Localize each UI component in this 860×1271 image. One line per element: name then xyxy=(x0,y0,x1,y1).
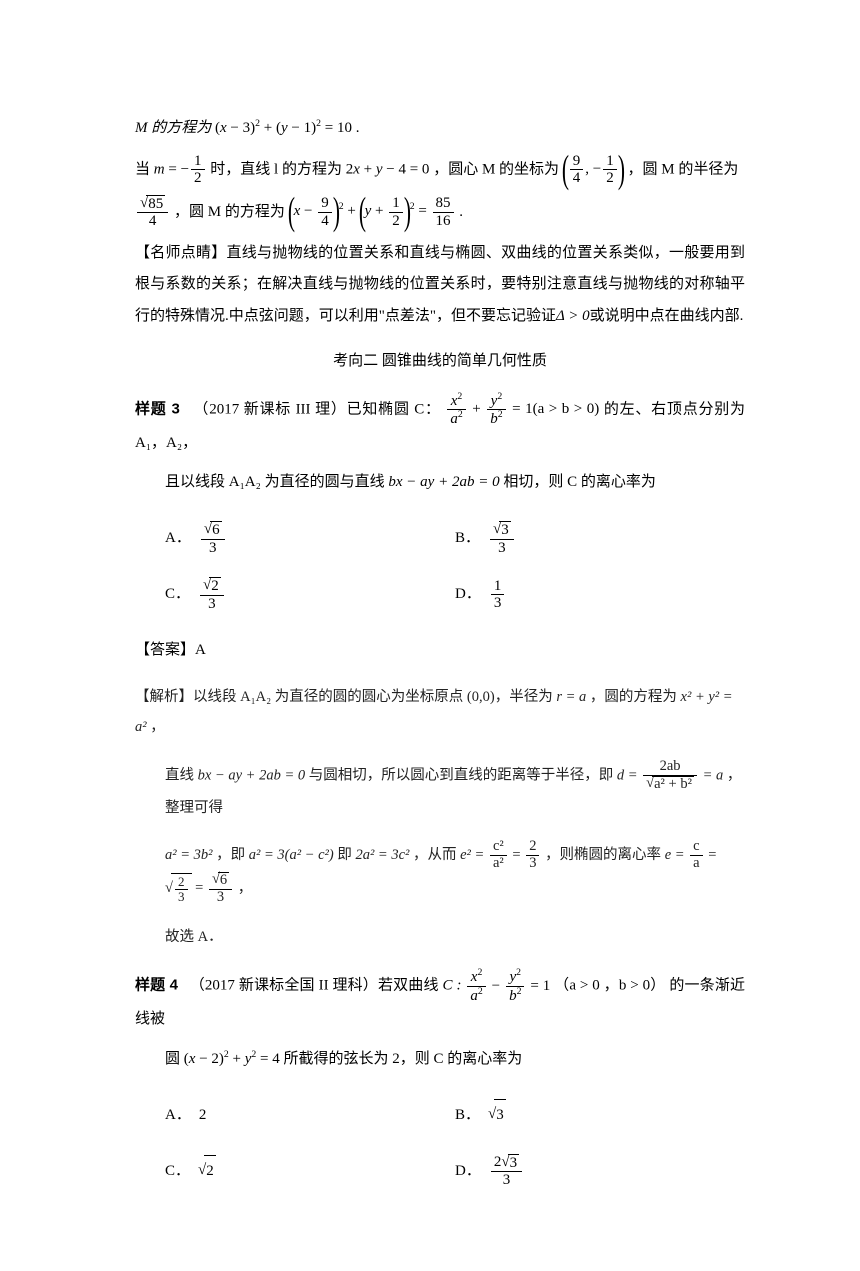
problem-4-options: A． 2 B． 3 C． 2 D． 233 xyxy=(165,1087,745,1199)
sqrt-icon: a² + b² xyxy=(646,776,694,793)
section-heading: 考向二 圆锥曲线的简单几何性质 xyxy=(135,346,745,378)
problem-4-source: （2017 新课标全国 II 理科） xyxy=(190,978,378,994)
answer-3: 【答案】A xyxy=(135,635,745,667)
intro-line-3: 854 ，圆 M 的方程为 (x − 94)2 + (y + 12)2 = 85… xyxy=(135,195,745,230)
intro-m-label: M 的方程为 xyxy=(135,120,211,136)
option-d: D． 13 xyxy=(455,571,745,619)
analysis-line-2: 直线 bx − ay + 2ab = 0 与圆相切，所以圆心到直线的距离等于半径… xyxy=(165,759,745,823)
option-c-label: C． xyxy=(165,579,190,611)
sqrt-icon: 3 xyxy=(501,1154,519,1172)
sqrt-icon: 6 xyxy=(212,872,229,889)
sqrt-icon: 6 xyxy=(204,521,222,539)
intro-eq1: (x − 3)2 + (y − 1)2 = 10 . xyxy=(215,120,359,136)
option-4a: A． 2 xyxy=(165,1091,455,1139)
option-a: A． 63 xyxy=(165,515,455,563)
tangent-eq-2: bx − ay + 2ab = 0 xyxy=(198,767,305,783)
problem-4-label: 样题 4 xyxy=(135,977,178,994)
commentary-text2: 或说明中点在曲线内部. xyxy=(590,308,744,324)
page-content: M 的方程为 (x − 3)2 + (y − 1)2 = 10 . 当 m = … xyxy=(0,0,860,1271)
problem-4-text-a: 若双曲线 xyxy=(378,978,439,994)
line-eq: 2x + y − 4 = 0 xyxy=(346,161,430,177)
answer-value: A xyxy=(195,642,206,658)
option-4a-label: A． xyxy=(165,1100,191,1132)
analysis-line-4: 故选 A． xyxy=(165,922,745,952)
sqrt-icon: 3 xyxy=(493,521,511,539)
option-b: B． 33 xyxy=(455,515,745,563)
analysis-line-3: a² = 3b² ，即 a² = 3(a² − c²) 即 2a² = 3c² … xyxy=(165,839,745,906)
problem-3-source: （2017 新课标 III 理） xyxy=(193,401,346,417)
commentary-block: 【名师点睛】直线与抛物线的位置关系和直线与椭圆、双曲线的位置关系类似，一般要用到… xyxy=(135,238,745,333)
problem-3-options: A． 63 B． 33 C． 23 D． 13 xyxy=(165,511,745,623)
circle-eq-4: (x − 2)2 + y2 = 4 xyxy=(184,1051,280,1067)
circle-eq: (x − 94)2 + (y + 12)2 = 8516 xyxy=(289,203,456,219)
problem-4-line2: 圆 (x − 2)2 + y2 = 4 所截得的弦长为 2，则 C 的离心率为 xyxy=(165,1044,745,1076)
sqrt-icon: 2 xyxy=(198,1155,216,1188)
d-num: 2ab xyxy=(643,759,697,776)
radius-frac: 854 xyxy=(137,195,168,230)
r-eq: r = a xyxy=(556,689,586,705)
option-4c: C． 2 xyxy=(165,1147,455,1195)
problem-3-line2: 且以线段 A₁A₂ 为直径的圆与直线 bx − ay + 2ab = 0 相切，… xyxy=(165,467,745,499)
problem-4-text-d: 所截得的弦长为 2，则 C 的离心率为 xyxy=(284,1051,523,1067)
option-4d: D． 233 xyxy=(455,1147,745,1195)
option-c: C． 23 xyxy=(165,571,455,619)
problem-4-text-c: 圆 xyxy=(165,1051,180,1067)
problem-3-text-c: 且以线段 A₁A₂ 为直径的圆与直线 xyxy=(165,474,385,490)
hyperbola-cond: （a > 0 ，b > 0） xyxy=(554,978,665,994)
problem-3-label: 样题 3 xyxy=(135,400,180,417)
option-4d-label: D． xyxy=(455,1156,481,1188)
intro-radius-text: ，圆 M 的半径为 xyxy=(628,161,739,177)
option-a-label: A． xyxy=(165,523,191,555)
intro-line-1: M 的方程为 (x − 3)2 + (y − 1)2 = 10 . xyxy=(135,113,745,145)
intro-period: . xyxy=(459,203,463,219)
sqrt-icon: 85 xyxy=(140,195,165,213)
tangent-line-eq: bx − ay + 2ab = 0 xyxy=(388,474,499,490)
sqrt-icon: 2 xyxy=(203,577,221,595)
delta-condition: Δ > 0 xyxy=(556,308,590,324)
analysis-3: 【解析】以线段 A₁A₂ 为直径的圆的圆心为坐标原点 (0,0)，半径为 r =… xyxy=(135,682,745,952)
intro-center-text: ，圆心 M 的坐标为 xyxy=(433,161,559,177)
problem-3: 样题 3 （2017 新课标 III 理）已知椭圆 C： x2a2 + y2b2… xyxy=(135,392,745,460)
intro-line-text: 时，直线 l 的方程为 xyxy=(210,161,342,177)
problem-3-text-d: 相切，则 C 的离心率为 xyxy=(503,474,656,490)
option-b-label: B． xyxy=(455,523,480,555)
problem-4: 样题 4 （2017 新课标全国 II 理科）若双曲线 C : x2a2 − y… xyxy=(135,968,745,1036)
ellipse-eq: x2a2 + y2b2 = 1(a > b > 0) xyxy=(445,401,599,417)
center-coords: (94, −12) xyxy=(563,161,624,177)
intro-when: 当 xyxy=(135,161,150,177)
intro-line-2: 当 m = −12 时，直线 l 的方程为 2x + y − 4 = 0 ，圆心… xyxy=(135,153,745,187)
sqrt-icon: 23 xyxy=(165,873,192,905)
curve-c-label: C : xyxy=(443,978,462,994)
frac-den: 2 xyxy=(191,170,205,187)
option-4b: B． 3 xyxy=(455,1091,745,1139)
hyperbola-eq: x2a2 − y2b2 = 1 xyxy=(465,978,550,994)
answer-label: 【答案】 xyxy=(135,642,195,658)
analysis-label: 【解析】 xyxy=(135,689,193,705)
problem-3-text-a: 已知椭圆 C： xyxy=(347,401,441,417)
option-4b-label: B． xyxy=(455,1100,480,1132)
option-4c-label: C． xyxy=(165,1156,190,1188)
analysis-line-1: 【解析】以线段 A₁A₂ 为直径的圆的圆心为坐标原点 (0,0)，半径为 r =… xyxy=(135,682,745,743)
intro-circle-text: ，圆 M 的方程为 xyxy=(174,203,285,219)
option-d-label: D． xyxy=(455,579,481,611)
sqrt-icon: 3 xyxy=(488,1099,506,1132)
commentary-label: 【名师点睛】 xyxy=(135,245,227,261)
frac-num: 1 xyxy=(191,153,205,171)
